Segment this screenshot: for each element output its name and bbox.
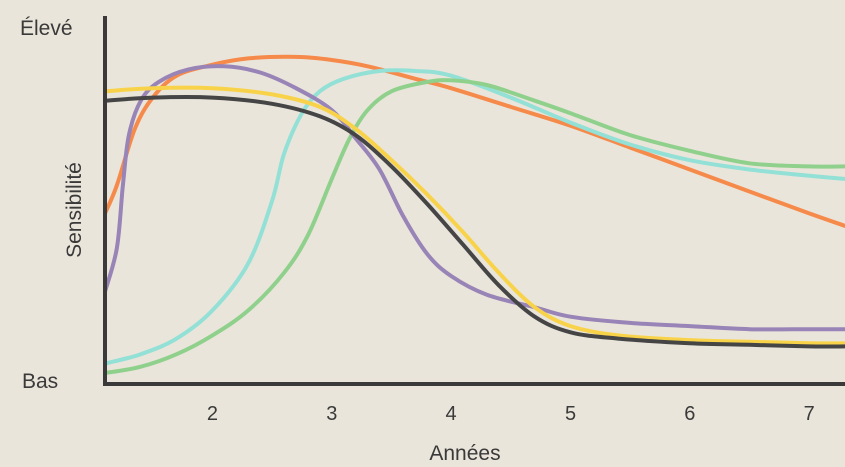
x-tick-label-3: 3 (326, 403, 337, 425)
series-line-2 (103, 68, 845, 366)
x-tick-label-2: 2 (207, 403, 218, 425)
series-line-6 (103, 94, 845, 349)
series-line-3 (103, 78, 845, 375)
series-line-4 (103, 64, 845, 332)
series-layer (103, 54, 845, 375)
y-axis-title: Sensibilité (63, 162, 86, 258)
series-line-5 (103, 85, 845, 346)
x-tick-labels: 2 3 4 5 6 7 (207, 403, 815, 425)
y-top-label: Élevé (20, 17, 73, 40)
x-tick-label-5: 5 (565, 403, 576, 425)
x-tick-label-4: 4 (446, 403, 457, 425)
x-tick-label-6: 6 (684, 403, 695, 425)
y-bottom-label: Bas (22, 370, 58, 393)
x-axis-title: Années (429, 442, 500, 465)
x-tick-label-7: 7 (804, 403, 815, 425)
